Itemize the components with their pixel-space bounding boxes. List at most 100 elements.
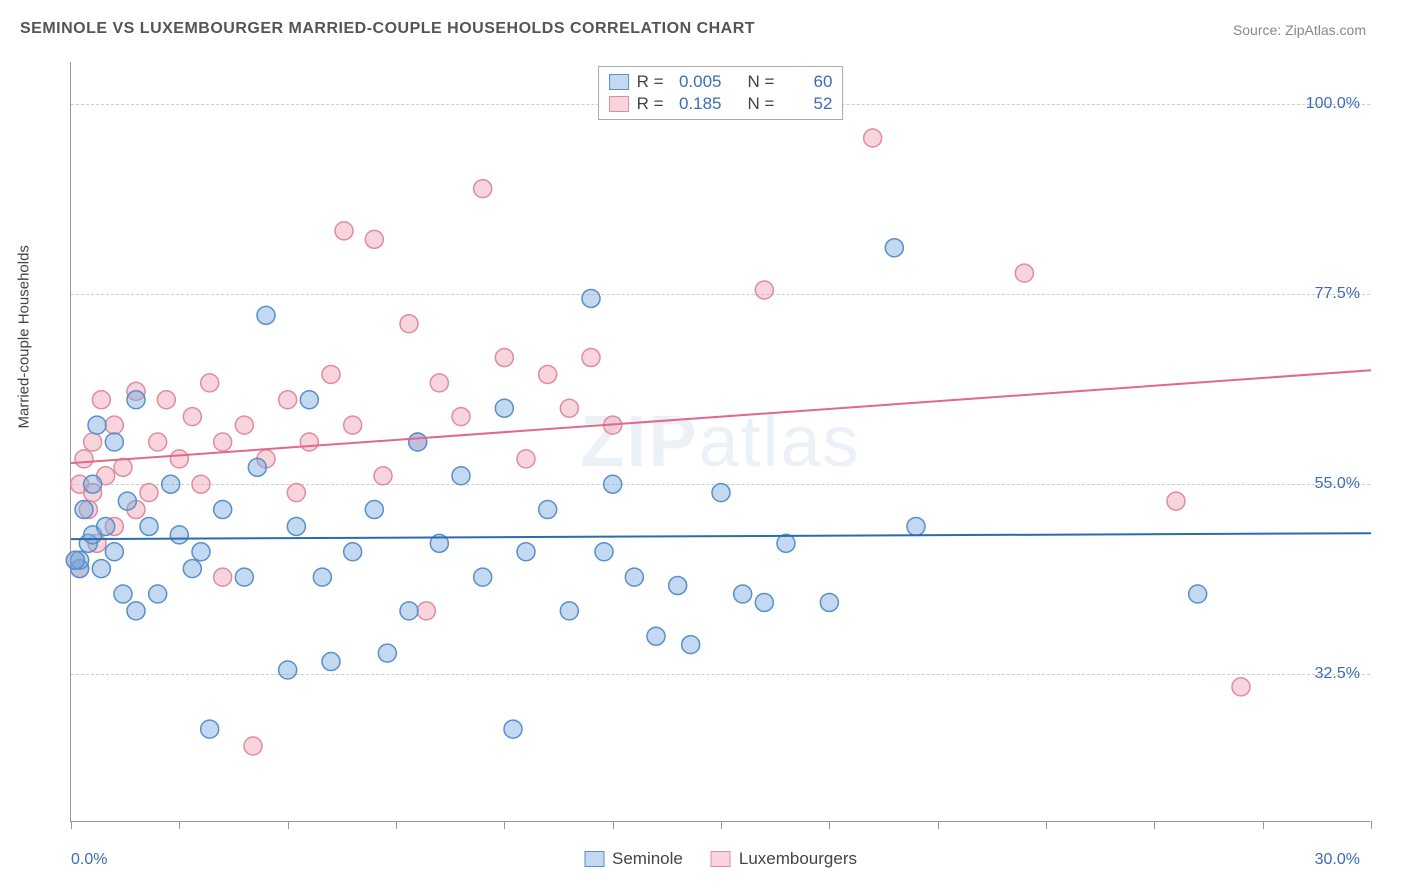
data-point	[105, 433, 123, 451]
swatch-luxembourgers	[609, 96, 629, 112]
data-point	[183, 560, 201, 578]
data-point	[669, 577, 687, 595]
r-value-luxembourgers: 0.185	[672, 94, 722, 114]
data-point	[582, 349, 600, 367]
data-point	[1232, 678, 1250, 696]
trend-line	[71, 533, 1371, 539]
x-axis-label: 0.0%	[71, 851, 107, 869]
data-point	[755, 593, 773, 611]
r-value-seminole: 0.005	[672, 72, 722, 92]
data-point	[409, 433, 427, 451]
x-tick	[1046, 821, 1047, 829]
data-point	[140, 517, 158, 535]
data-point	[560, 399, 578, 417]
data-point	[300, 391, 318, 409]
data-point	[907, 517, 925, 535]
n-value-seminole: 60	[782, 72, 832, 92]
x-tick	[1263, 821, 1264, 829]
data-point	[84, 475, 102, 493]
data-point	[140, 484, 158, 502]
r-label: R =	[637, 72, 664, 92]
chart-title: SEMINOLE VS LUXEMBOURGER MARRIED-COUPLE …	[20, 20, 1386, 38]
data-point	[474, 568, 492, 586]
data-point	[365, 501, 383, 519]
data-point	[344, 543, 362, 561]
data-point	[235, 568, 253, 586]
data-point	[1167, 492, 1185, 510]
x-tick	[504, 821, 505, 829]
data-point	[313, 568, 331, 586]
data-point	[214, 568, 232, 586]
data-point	[595, 543, 613, 561]
legend-item-luxembourgers: Luxembourgers	[711, 849, 857, 869]
chart-container: SEMINOLE VS LUXEMBOURGER MARRIED-COUPLE …	[20, 20, 1386, 872]
legend-label-luxembourgers: Luxembourgers	[739, 849, 857, 869]
stats-legend: R = 0.005 N = 60 R = 0.185 N = 52	[598, 66, 844, 120]
data-point	[75, 450, 93, 468]
data-point	[75, 501, 93, 519]
data-point	[201, 720, 219, 738]
data-point	[734, 585, 752, 603]
x-tick	[1154, 821, 1155, 829]
data-point	[322, 653, 340, 671]
stats-row-seminole: R = 0.005 N = 60	[609, 71, 833, 93]
data-point	[517, 450, 535, 468]
data-point	[452, 467, 470, 485]
data-point	[300, 433, 318, 451]
data-point	[157, 391, 175, 409]
x-tick	[71, 821, 72, 829]
n-label: N =	[748, 72, 775, 92]
data-point	[495, 399, 513, 417]
data-point	[582, 289, 600, 307]
x-tick	[288, 821, 289, 829]
data-point	[712, 484, 730, 502]
data-point	[118, 492, 136, 510]
data-point	[244, 737, 262, 755]
data-point	[149, 433, 167, 451]
data-point	[335, 222, 353, 240]
x-tick	[721, 821, 722, 829]
x-tick	[938, 821, 939, 829]
data-point	[374, 467, 392, 485]
legend-label-seminole: Seminole	[612, 849, 683, 869]
data-point	[214, 433, 232, 451]
data-point	[400, 602, 418, 620]
data-point	[755, 281, 773, 299]
bottom-legend: Seminole Luxembourgers	[584, 849, 857, 869]
data-point	[88, 416, 106, 434]
data-point	[504, 720, 522, 738]
trend-line	[71, 370, 1371, 463]
x-tick	[613, 821, 614, 829]
data-point	[885, 239, 903, 257]
swatch-luxembourgers-bottom	[711, 851, 731, 867]
data-point	[777, 534, 795, 552]
data-point	[430, 374, 448, 392]
data-point	[92, 391, 110, 409]
y-axis-label: Married-couple Households	[16, 245, 33, 428]
data-point	[517, 543, 535, 561]
data-point	[604, 475, 622, 493]
swatch-seminole	[609, 74, 629, 90]
data-point	[279, 391, 297, 409]
data-point	[378, 644, 396, 662]
data-point	[560, 602, 578, 620]
data-point	[539, 365, 557, 383]
data-point	[97, 517, 115, 535]
data-point	[287, 484, 305, 502]
stats-row-luxembourgers: R = 0.185 N = 52	[609, 93, 833, 115]
data-point	[114, 458, 132, 476]
data-point	[84, 433, 102, 451]
data-point	[149, 585, 167, 603]
data-point	[235, 416, 253, 434]
x-tick	[396, 821, 397, 829]
data-point	[344, 416, 362, 434]
data-point	[66, 551, 84, 569]
data-point	[92, 560, 110, 578]
data-point	[322, 365, 340, 383]
swatch-seminole-bottom	[584, 851, 604, 867]
data-point	[105, 543, 123, 561]
scatter-plot	[71, 62, 1370, 821]
data-point	[820, 593, 838, 611]
data-point	[1015, 264, 1033, 282]
data-point	[495, 349, 513, 367]
